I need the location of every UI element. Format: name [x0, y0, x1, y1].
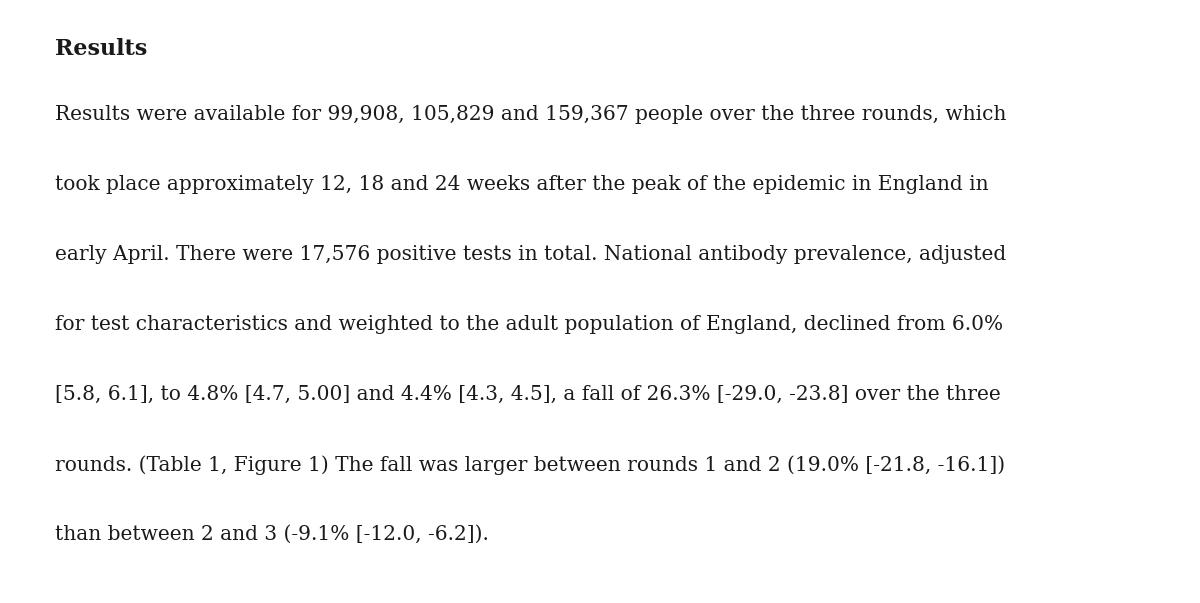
- Text: took place approximately 12, 18 and 24 weeks after the peak of the epidemic in E: took place approximately 12, 18 and 24 w…: [55, 175, 989, 194]
- Text: Results were available for 99,908, 105,829 and 159,367 people over the three rou: Results were available for 99,908, 105,8…: [55, 105, 1007, 124]
- Text: early April. There were 17,576 positive tests in total. National antibody preval: early April. There were 17,576 positive …: [55, 245, 1007, 264]
- Text: for test characteristics and weighted to the adult population of England, declin: for test characteristics and weighted to…: [55, 315, 1003, 334]
- Text: rounds. (Table 1, Figure 1) The fall was larger between rounds 1 and 2 (19.0% [-: rounds. (Table 1, Figure 1) The fall was…: [55, 455, 1006, 475]
- Text: Results: Results: [55, 38, 148, 60]
- Text: [5.8, 6.1], to 4.8% [4.7, 5.00] and 4.4% [4.3, 4.5], a fall of 26.3% [-29.0, -23: [5.8, 6.1], to 4.8% [4.7, 5.00] and 4.4%…: [55, 385, 1001, 404]
- Text: than between 2 and 3 (-9.1% [-12.0, -6.2]).: than between 2 and 3 (-9.1% [-12.0, -6.2…: [55, 525, 488, 544]
